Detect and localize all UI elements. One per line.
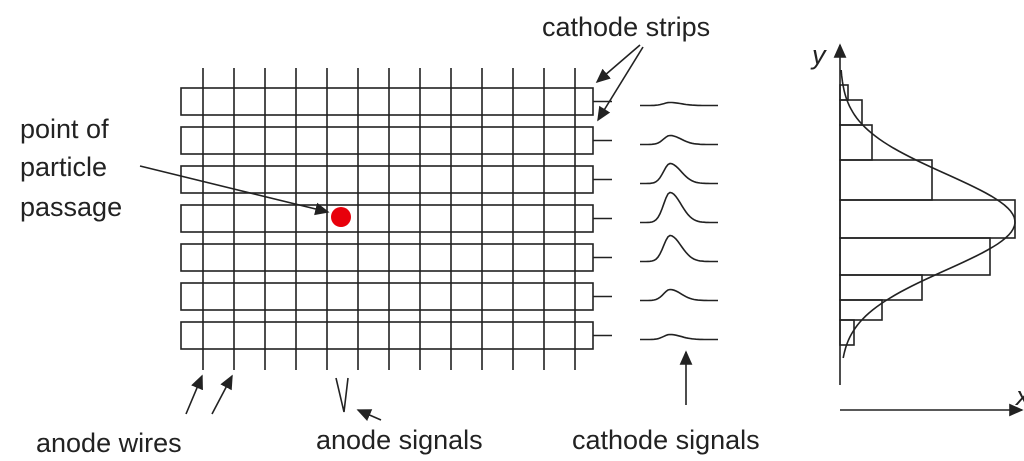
cathode-signal	[640, 101, 718, 107]
cathode-strip	[180, 165, 594, 194]
cathode-strip	[180, 321, 594, 350]
cathode-signal	[640, 191, 718, 224]
anode-signal	[335, 377, 349, 413]
label: cathode strips	[542, 12, 710, 42]
arrow	[139, 165, 330, 216]
gaussian-fit	[840, 69, 1016, 359]
histogram-bar	[839, 299, 883, 321]
label: point of	[20, 114, 109, 144]
cathode-signal	[640, 333, 718, 341]
histogram-bar	[839, 237, 991, 276]
label: particle	[20, 152, 107, 182]
cathode-strip	[180, 243, 594, 272]
cathode-signal	[640, 288, 718, 302]
particle-point	[331, 207, 351, 227]
label: anode wires	[36, 428, 182, 458]
histogram-bar	[839, 159, 933, 201]
axis-label: x	[1014, 381, 1024, 411]
cathode-strip	[180, 87, 594, 116]
cathode-strip	[180, 126, 594, 155]
histogram-bar	[839, 199, 1016, 239]
label: cathode signals	[572, 425, 760, 455]
arrow	[595, 44, 641, 84]
cathode-signal	[640, 162, 718, 185]
cathode-strip	[180, 282, 594, 311]
cathode-strip	[180, 204, 594, 233]
label: passage	[20, 192, 122, 222]
histogram	[839, 69, 1016, 359]
cathode-signal	[640, 134, 718, 146]
arrow	[597, 46, 644, 122]
detector-grid	[180, 68, 612, 370]
arrow	[356, 409, 382, 421]
arrow	[185, 374, 203, 415]
cathode-signal-traces	[640, 101, 718, 341]
cathode-signal	[640, 234, 718, 263]
arrow	[211, 374, 233, 415]
label: anode signals	[316, 425, 483, 455]
axis-label: y	[810, 40, 827, 70]
